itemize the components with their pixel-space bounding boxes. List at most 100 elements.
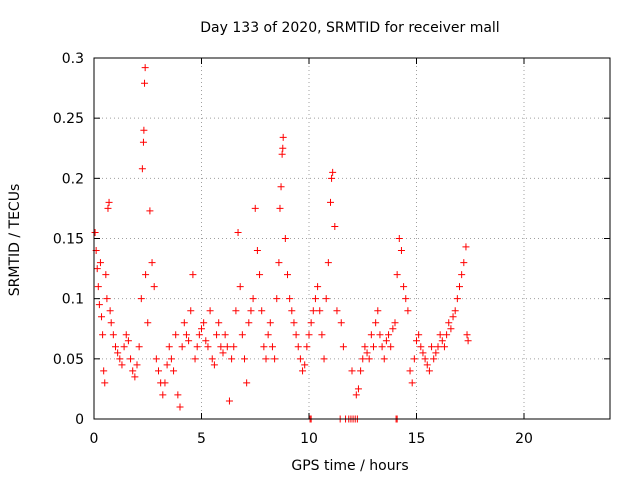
data-point	[331, 222, 339, 230]
data-point	[400, 283, 408, 291]
data-point	[359, 355, 367, 363]
data-point	[155, 367, 162, 375]
data-point	[380, 355, 388, 363]
data-point	[436, 331, 444, 339]
data-point	[133, 361, 141, 369]
data-point	[152, 355, 160, 363]
data-point	[434, 343, 442, 351]
x-tick-label: 10	[300, 431, 318, 447]
data-point	[106, 307, 114, 315]
y-tick-label: 0.3	[62, 51, 84, 67]
data-point	[266, 319, 274, 327]
data-point	[404, 307, 412, 315]
data-point	[142, 271, 150, 279]
data-point	[256, 271, 264, 279]
data-point	[208, 355, 216, 363]
data-point	[357, 367, 365, 375]
data-point	[163, 361, 171, 369]
chart-title: Day 133 of 2020, SRMTID for receiver mal…	[200, 20, 499, 36]
data-point	[406, 367, 414, 375]
data-point	[316, 307, 324, 315]
data-point	[120, 343, 128, 351]
data-point	[167, 355, 175, 363]
data-point	[288, 307, 296, 315]
data-point	[458, 271, 466, 279]
y-tick-label: 0.15	[53, 232, 84, 248]
data-point	[276, 204, 284, 212]
data-point	[303, 343, 311, 351]
data-point	[225, 397, 233, 405]
data-point	[395, 235, 403, 242]
data-point	[443, 331, 451, 339]
data-point	[374, 307, 382, 315]
data-point	[165, 343, 173, 351]
data-point	[260, 343, 268, 351]
data-point	[327, 198, 334, 206]
data-point	[419, 349, 427, 357]
data-point	[268, 343, 276, 351]
data-point	[447, 325, 455, 333]
data-point	[279, 133, 287, 141]
data-point	[393, 271, 401, 279]
data-point	[328, 174, 336, 182]
data-point	[385, 331, 393, 339]
data-point	[101, 379, 109, 387]
data-point	[337, 319, 345, 327]
data-point	[234, 228, 242, 236]
axis-ticks: 0 5 10 15 20 0 0.05 0.1 0.15 0.2 0.25 0.3	[53, 51, 610, 447]
data-point	[93, 265, 101, 273]
y-tick-label: 0.25	[53, 111, 84, 127]
data-point	[228, 355, 236, 363]
data-point	[150, 283, 158, 291]
data-point	[320, 355, 328, 363]
data-point	[428, 343, 436, 351]
data-point	[354, 385, 362, 393]
data-point	[249, 295, 257, 303]
data-point	[278, 150, 286, 158]
x-tick-label: 0	[90, 431, 99, 447]
data-point	[425, 367, 433, 375]
data-point	[445, 319, 453, 327]
data-point	[281, 235, 289, 242]
data-point	[408, 379, 416, 387]
data-point	[415, 331, 423, 339]
data-point	[135, 343, 143, 351]
data-point	[127, 355, 135, 363]
data-point	[413, 337, 420, 345]
x-tick-label: 15	[408, 431, 426, 447]
data-point	[236, 283, 244, 291]
data-point	[440, 343, 448, 351]
data-point	[264, 331, 272, 339]
data-point	[141, 64, 149, 72]
data-point	[118, 361, 126, 369]
data-point	[402, 295, 410, 303]
data-point	[105, 198, 113, 206]
data-point	[376, 331, 384, 339]
data-point	[187, 307, 195, 315]
data-point	[230, 343, 238, 351]
data-point	[109, 331, 117, 339]
data-point	[367, 331, 375, 339]
data-point	[193, 343, 201, 351]
x-tick-label: 5	[197, 431, 206, 447]
y-tick-label: 0	[75, 412, 84, 428]
data-point	[378, 343, 386, 351]
data-point	[348, 367, 356, 375]
data-point	[185, 337, 193, 345]
data-point	[438, 337, 446, 345]
data-point	[410, 355, 418, 363]
data-point	[262, 355, 270, 363]
data-point	[202, 337, 210, 345]
data-point	[318, 331, 326, 339]
data-point	[339, 343, 347, 351]
data-point	[131, 373, 139, 381]
data-point	[275, 259, 283, 267]
data-point	[290, 319, 298, 327]
data-point	[423, 361, 431, 369]
data-point	[258, 307, 266, 315]
data-point	[141, 79, 149, 87]
data-point	[99, 331, 107, 339]
data-point	[324, 259, 332, 267]
data-point	[107, 319, 115, 327]
y-axis-label: SRMTID / TECUs	[7, 184, 23, 297]
